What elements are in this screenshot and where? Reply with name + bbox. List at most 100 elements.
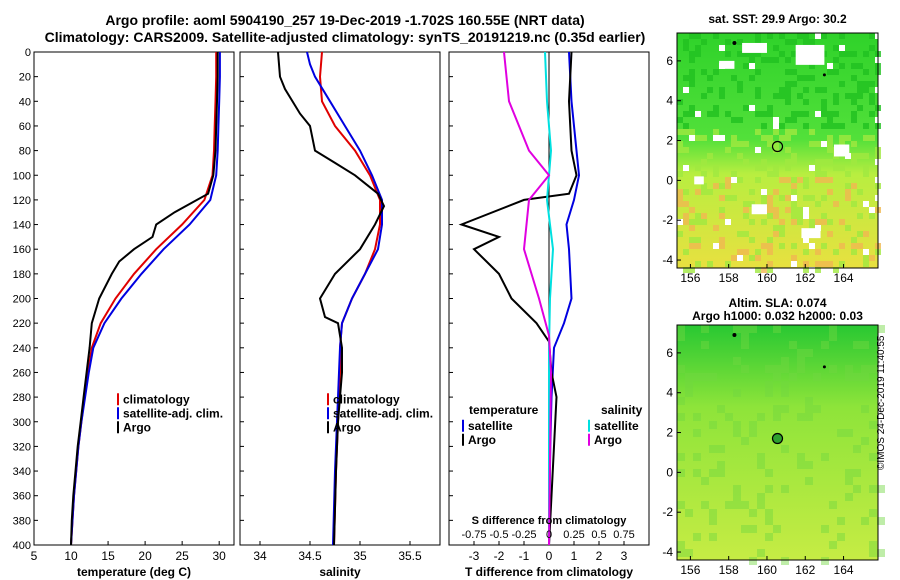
pixel	[767, 33, 773, 39]
y-tick-label: 60	[19, 121, 31, 133]
pixel	[791, 189, 797, 195]
pixel	[839, 123, 845, 129]
pixel	[755, 33, 761, 39]
x-tick-label: 2	[596, 549, 603, 563]
pixel	[791, 39, 797, 45]
pixel	[803, 207, 809, 213]
pixel	[761, 123, 767, 129]
pixel	[827, 111, 833, 117]
pixel	[827, 117, 833, 123]
pixel	[719, 237, 725, 243]
pixel	[805, 397, 813, 405]
pixel	[717, 469, 725, 477]
pixel	[749, 509, 757, 517]
difference-xlabel: T difference from climatology	[465, 565, 633, 579]
pixel	[785, 69, 791, 75]
pixel	[737, 117, 743, 123]
sla-map-subtitle: Argo h1000: 0.032 h2000: 0.03	[692, 309, 863, 323]
pixel	[743, 141, 749, 147]
series-argo	[70, 52, 219, 546]
pixel	[761, 219, 767, 225]
pixel	[689, 243, 695, 249]
pixel	[851, 201, 857, 207]
pixel	[733, 501, 741, 509]
pixel	[809, 75, 815, 81]
y-tick-label: 2	[666, 426, 673, 440]
pixel	[689, 81, 695, 87]
pixel	[713, 225, 719, 231]
pixel	[845, 93, 851, 99]
sst-map-texture	[677, 33, 881, 273]
pixel	[689, 75, 695, 81]
pixel	[693, 413, 701, 421]
pixel	[863, 153, 869, 159]
pixel	[733, 493, 741, 501]
pixel	[851, 75, 857, 81]
pixel	[677, 501, 685, 509]
pixel	[869, 213, 875, 219]
pixel	[695, 243, 701, 249]
temperature-xlabel: temperature (deg C)	[77, 565, 191, 579]
series-argo	[277, 51, 386, 546]
pixel	[869, 485, 877, 493]
pixel	[805, 405, 813, 413]
pixel	[853, 485, 861, 493]
pixel	[785, 87, 791, 93]
pixel	[829, 541, 837, 549]
pixel	[743, 159, 749, 165]
pixel	[713, 183, 719, 189]
pixel	[815, 267, 821, 273]
pixel	[869, 255, 875, 261]
pixel	[809, 165, 815, 171]
y-tick-label: 260	[13, 367, 31, 379]
pixel	[779, 195, 785, 201]
pixel	[677, 219, 683, 225]
pixel	[709, 517, 717, 525]
pixel	[791, 183, 797, 189]
pixel	[803, 99, 809, 105]
pixel	[779, 51, 785, 57]
pixel	[781, 357, 789, 365]
pixel	[869, 453, 877, 461]
pixel	[749, 237, 755, 243]
pixel	[815, 87, 821, 93]
pixel	[785, 207, 791, 213]
pixel	[815, 261, 821, 267]
pixel	[857, 93, 863, 99]
pixel	[785, 147, 791, 153]
pixel	[709, 373, 717, 381]
pixel	[877, 325, 885, 333]
pixel	[803, 213, 809, 219]
pixel	[737, 81, 743, 87]
pixel	[701, 93, 707, 99]
y-tick-label: 240	[13, 343, 31, 355]
pixel	[683, 45, 689, 51]
pixel	[797, 177, 803, 183]
pixel	[701, 501, 709, 509]
pixel	[869, 509, 877, 517]
pixel	[869, 549, 877, 557]
cloud-gap	[795, 44, 825, 65]
pixel	[839, 81, 845, 87]
pixel	[779, 87, 785, 93]
pixel	[779, 225, 785, 231]
sst-map-frame	[676, 32, 879, 269]
s-tick-label: -0.25	[511, 529, 536, 541]
pixel	[857, 189, 863, 195]
x-tick-label: 162	[795, 271, 815, 285]
pixel	[809, 225, 815, 231]
x-tick-label: 30	[213, 549, 227, 563]
pixel	[851, 249, 857, 255]
pixel	[837, 429, 845, 437]
s-tick-label: 0.75	[613, 529, 634, 541]
pixel	[821, 213, 827, 219]
y-tick-label: 2	[666, 134, 673, 148]
pixel	[689, 69, 695, 75]
pixel	[803, 33, 809, 39]
x-tick-label: 1	[571, 549, 578, 563]
pixel	[725, 195, 731, 201]
pixel	[755, 267, 761, 273]
x-tick-label: 15	[101, 549, 115, 563]
pixel	[791, 159, 797, 165]
pixel	[809, 267, 815, 273]
